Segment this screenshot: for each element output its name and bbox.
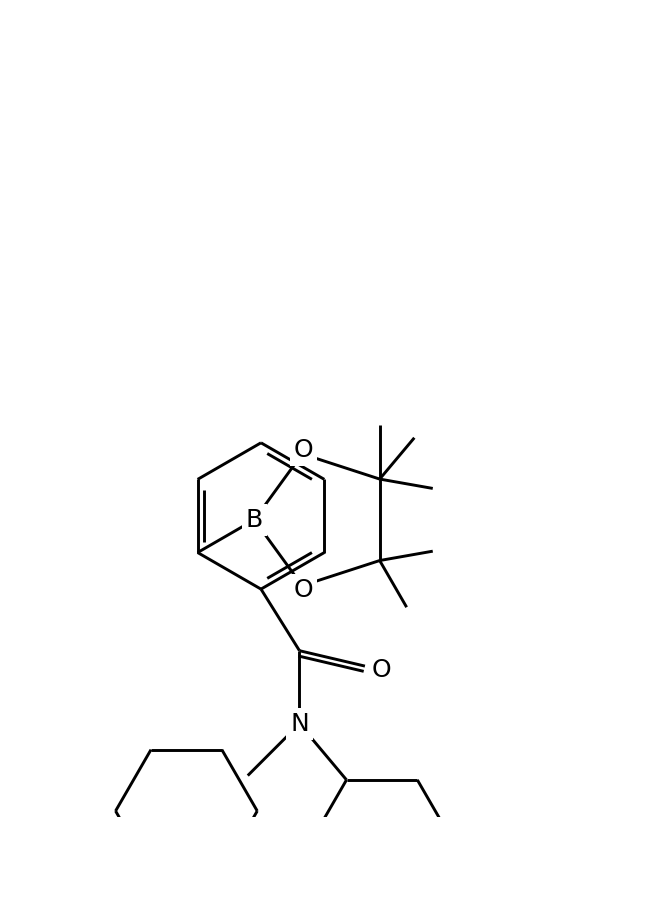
Text: O: O [294, 438, 314, 462]
Text: N: N [290, 711, 309, 736]
Text: O: O [294, 577, 314, 601]
Text: B: B [246, 508, 263, 532]
Text: O: O [372, 658, 392, 682]
